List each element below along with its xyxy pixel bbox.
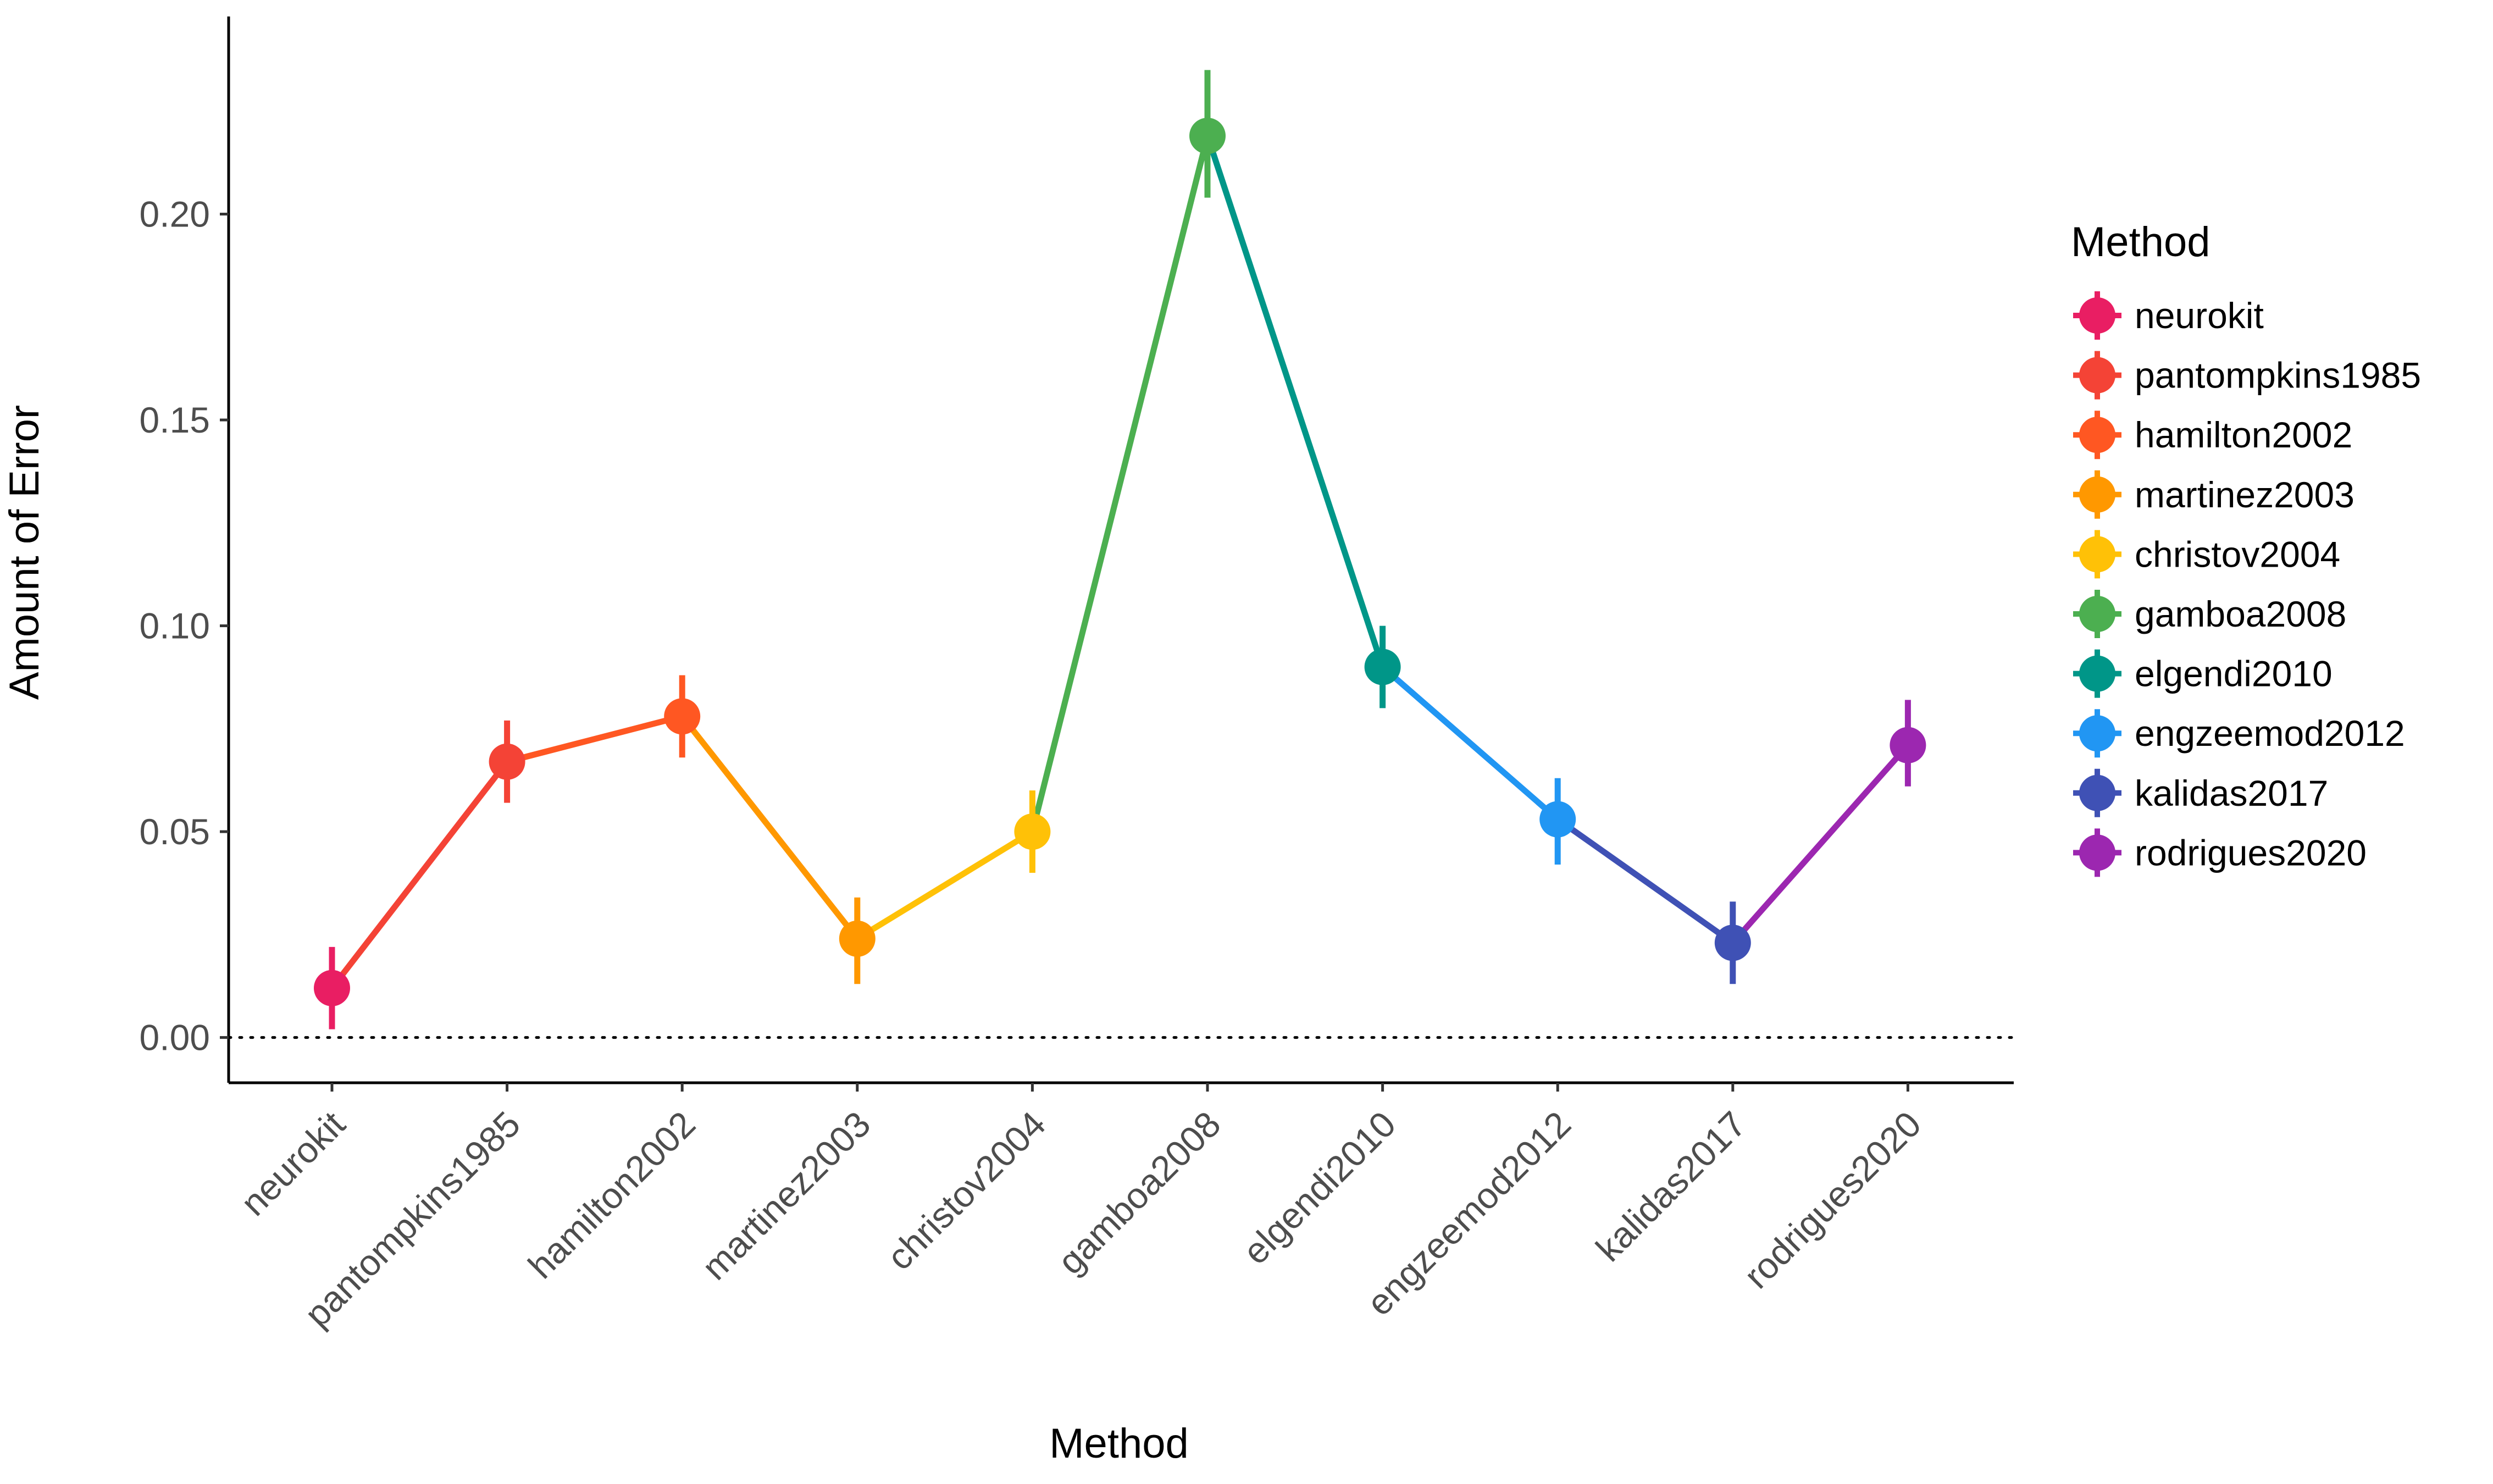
legend-label: engzeemod2012: [2135, 713, 2405, 754]
series-line-segment: [329, 758, 511, 992]
legend-label: rodrigues2020: [2135, 832, 2367, 873]
legend-label: pantompkins1985: [2135, 355, 2421, 396]
data-point: [314, 970, 350, 1006]
x-tick-label: elgendi2010: [1235, 1104, 1404, 1272]
data-point: [1714, 924, 1751, 961]
series-line-segment: [1204, 132, 1386, 670]
legend: neurokit pantompkins1985 hamilton2002 marti…: [2073, 291, 2421, 877]
data-point: [839, 920, 876, 957]
y-tick-label: 0.10: [140, 606, 210, 646]
x-tick-label: kalidas2017: [1588, 1104, 1753, 1269]
x-axis-title: Method: [1049, 1420, 1189, 1467]
data-point: [1014, 813, 1051, 850]
legend-label: elgendi2010: [2135, 654, 2333, 694]
legend-label: gamboa2008: [2135, 594, 2346, 634]
legend-key-point: [2079, 476, 2115, 513]
data-point: [1364, 649, 1401, 685]
legend-key-point: [2079, 774, 2115, 811]
y-axis-title: Amount of Error: [1, 405, 48, 700]
x-tick-label: rodrigues2020: [1736, 1104, 1929, 1297]
data-point: [1539, 801, 1576, 838]
x-tick-label: martinez2003: [694, 1104, 878, 1288]
data-point: [1890, 727, 1926, 763]
legend-key-point: [2079, 357, 2115, 394]
y-tick-label: 0.15: [140, 400, 210, 440]
data-point: [1189, 118, 1226, 154]
x-tick-label: christov2004: [879, 1104, 1053, 1278]
series-line-segment: [679, 713, 861, 942]
legend-key-point: [2079, 417, 2115, 453]
legend-label: christov2004: [2135, 534, 2340, 574]
series-line-segment: [504, 713, 685, 765]
legend-key-point: [2079, 596, 2115, 632]
legend-label: martinez2003: [2135, 474, 2354, 515]
x-tick-label: hamilton2002: [520, 1104, 703, 1287]
series-line-segment: [1380, 663, 1561, 823]
legend-label: kalidas2017: [2135, 773, 2328, 813]
legend-key-point: [2079, 655, 2115, 692]
series-line-segment: [1029, 132, 1211, 835]
x-tick-label: gamboa2008: [1050, 1104, 1228, 1282]
plot-area: 0.000.050.100.150.20neurokitpantompkins1…: [140, 16, 2015, 1335]
legend-key-point: [2079, 834, 2115, 871]
series-line-segment: [854, 828, 1035, 942]
legend-title: Method: [2071, 219, 2211, 265]
y-tick-label: 0.20: [140, 194, 210, 235]
legend-label: hamilton2002: [2135, 414, 2352, 455]
legend-key-point: [2079, 536, 2115, 573]
y-tick-label: 0.00: [140, 1017, 210, 1058]
x-tick-label: neurokit: [233, 1104, 353, 1223]
y-tick-label: 0.05: [140, 811, 210, 852]
legend-key-point: [2079, 715, 2115, 752]
data-point: [664, 698, 701, 735]
data-point: [489, 743, 525, 780]
legend-key-point: [2079, 297, 2115, 334]
series-line-segment: [1730, 742, 1911, 946]
legend-label: neurokit: [2135, 295, 2264, 336]
series-line-segment: [1554, 816, 1736, 946]
